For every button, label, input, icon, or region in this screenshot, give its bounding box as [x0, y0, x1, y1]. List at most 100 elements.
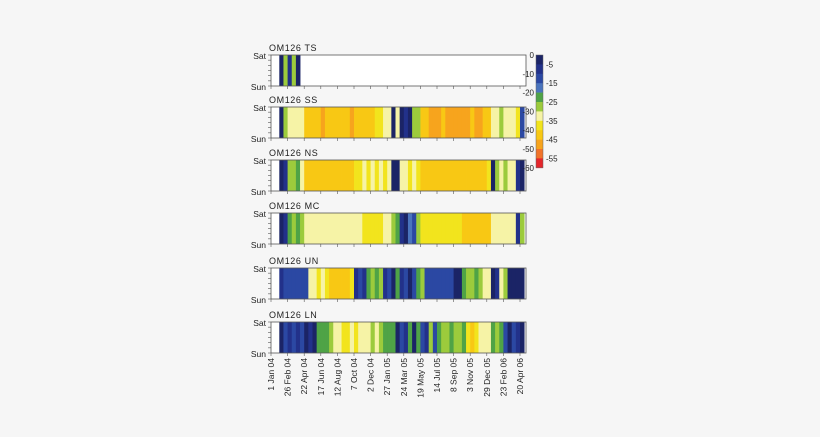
heatmap-cell — [470, 160, 475, 191]
y-label-top: Sat — [253, 318, 266, 328]
heatmap-cell — [482, 268, 488, 299]
heatmap-cell — [461, 107, 467, 138]
heatmap-cell — [466, 160, 471, 191]
heatmap-cell — [341, 213, 347, 244]
x-tick-label: 12 Aug 04 — [332, 358, 342, 397]
heatmap-cell — [329, 322, 334, 353]
heatmap-cell — [412, 268, 417, 299]
heatmap-cell — [449, 268, 454, 299]
x-tick-label: 8 Sep 05 — [449, 358, 459, 392]
x-tick-label: 19 May 05 — [415, 358, 425, 398]
heatmap-cell — [420, 213, 425, 244]
heatmap-cell — [312, 268, 318, 299]
y-label-top: Sat — [253, 264, 266, 274]
heatmap-cell — [329, 268, 334, 299]
heatmap-cell — [486, 322, 492, 353]
heatmap-cell — [461, 213, 467, 244]
heatmap-cell — [437, 213, 442, 244]
heatmap-cell — [358, 213, 363, 244]
heatmap-cell — [520, 213, 525, 244]
heatmap-cell — [378, 213, 384, 244]
heatmap-cell — [378, 160, 384, 191]
heatmap-cell — [428, 322, 434, 353]
heatmap-cell — [499, 160, 504, 191]
heatmap-cell — [407, 107, 413, 138]
x-tick-label: 22 Apr 04 — [299, 358, 309, 395]
heatmap-cell — [279, 160, 284, 191]
heatmap-cell — [316, 213, 322, 244]
heatmap-cell — [407, 268, 413, 299]
x-tick-label: 17 Jun 04 — [316, 358, 326, 396]
colorbar-label-right: -35 — [546, 117, 558, 126]
heatmap-cell — [445, 213, 450, 244]
heatmap-cell — [520, 160, 525, 191]
heatmap-cell — [520, 107, 525, 138]
y-label-bottom: Sun — [251, 295, 266, 305]
heatmap-cell — [300, 160, 305, 191]
heatmap-cell — [283, 160, 288, 191]
x-tick-label: 20 Apr 06 — [515, 358, 525, 395]
heatmap-cell — [295, 322, 301, 353]
heatmap-cell — [474, 107, 479, 138]
heatmap-cell — [486, 268, 492, 299]
heatmap-cell — [412, 322, 417, 353]
heatmap-cell — [474, 322, 479, 353]
heatmap-cell — [324, 213, 330, 244]
heatmap-cell — [507, 322, 513, 353]
heatmap-cell — [441, 268, 446, 299]
colorbar-swatch — [536, 102, 543, 112]
heatmap-cell — [337, 322, 342, 353]
heatmap-cell — [486, 213, 492, 244]
heatmap-cell — [470, 213, 475, 244]
heatmap-cell — [495, 160, 500, 191]
heatmap-cell — [453, 322, 459, 353]
heatmap-cell — [366, 107, 371, 138]
heatmap-cell — [412, 213, 417, 244]
colorbar-label-left: -40 — [522, 126, 534, 135]
x-tick-label: 29 Dec 05 — [482, 358, 492, 397]
heatmap-cell — [387, 160, 392, 191]
heatmap-cell — [387, 268, 392, 299]
heatmap-cell — [457, 268, 463, 299]
heatmap-cell — [349, 213, 355, 244]
heatmap-cell — [478, 107, 484, 138]
x-tick-label: 7 Oct 04 — [349, 358, 359, 390]
heatmap-cell — [358, 160, 363, 191]
colorbar-label-left: -60 — [522, 164, 534, 173]
heatmap-cell — [279, 213, 284, 244]
heatmap-cell — [370, 213, 376, 244]
heatmap-cell — [329, 213, 334, 244]
heatmap-cell — [453, 213, 459, 244]
heatmap-cell — [424, 160, 430, 191]
heatmap-cell — [520, 268, 525, 299]
heatmap-cell — [370, 107, 376, 138]
heatmap-cell — [503, 107, 508, 138]
heatmap-cell — [374, 322, 380, 353]
heatmap-cell — [490, 322, 496, 353]
heatmap-cell — [345, 213, 351, 244]
heatmap-cell — [354, 213, 359, 244]
heatmap-cell — [507, 107, 513, 138]
colorbar-label-left: -30 — [522, 107, 534, 116]
colorbar-swatch — [536, 158, 543, 169]
heatmap-cell — [370, 160, 376, 191]
colorbar-swatch — [536, 111, 543, 122]
colorbar-label-left: 0 — [530, 51, 535, 60]
heatmap-cell — [349, 107, 355, 138]
heatmap-cell — [416, 107, 421, 138]
heatmap-cell — [445, 160, 450, 191]
heatmap-cell — [482, 160, 488, 191]
heatmap-cell — [370, 322, 376, 353]
heatmap-cell — [312, 107, 318, 138]
heatmap-cell — [495, 107, 500, 138]
heatmap-cell — [482, 322, 488, 353]
heatmap-cell — [391, 160, 396, 191]
heatmap-cell — [490, 160, 496, 191]
panel-title: OM126 NS — [269, 148, 318, 158]
heatmap-cell — [320, 160, 326, 191]
heatmap-cell — [308, 160, 313, 191]
heatmap-cell — [424, 268, 430, 299]
heatmap-cell — [511, 322, 517, 353]
heatmap-cell — [457, 160, 463, 191]
panel-background — [271, 55, 526, 86]
